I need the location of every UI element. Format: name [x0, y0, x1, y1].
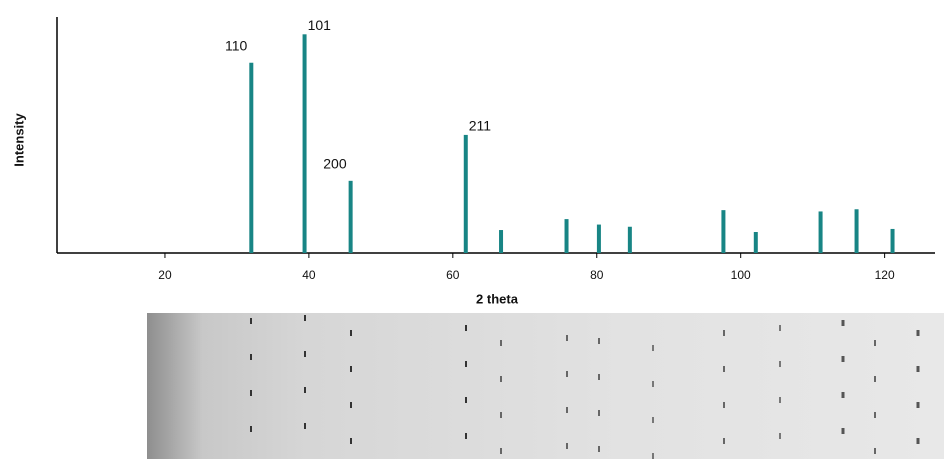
peak-label: 110 [225, 37, 248, 53]
peak [302, 34, 307, 253]
film-strip [147, 313, 944, 459]
peak [499, 230, 504, 253]
peak [818, 211, 823, 253]
x-tick-label: 80 [590, 268, 604, 282]
peak [721, 210, 726, 253]
peak [463, 134, 468, 253]
diffraction-film [147, 313, 944, 459]
peak-label: 211 [469, 118, 492, 134]
x-axis-title: 2 theta [476, 291, 519, 306]
x-tick-label: 40 [302, 268, 316, 282]
peak [890, 228, 895, 253]
peak-label: 200 [323, 156, 347, 172]
peak [854, 209, 859, 253]
peak [348, 180, 353, 253]
x-tick-label: 120 [875, 268, 895, 282]
peak-label: 101 [308, 17, 332, 33]
peak [753, 232, 758, 253]
peak [564, 219, 569, 253]
peak [596, 224, 601, 253]
x-tick-label: 60 [446, 268, 460, 282]
x-tick-label: 20 [158, 268, 172, 282]
peak [627, 226, 632, 253]
x-tick-label: 100 [731, 268, 751, 282]
peak [249, 62, 254, 254]
film-lines [250, 315, 920, 459]
y-axis-title: Intensity [11, 113, 26, 167]
